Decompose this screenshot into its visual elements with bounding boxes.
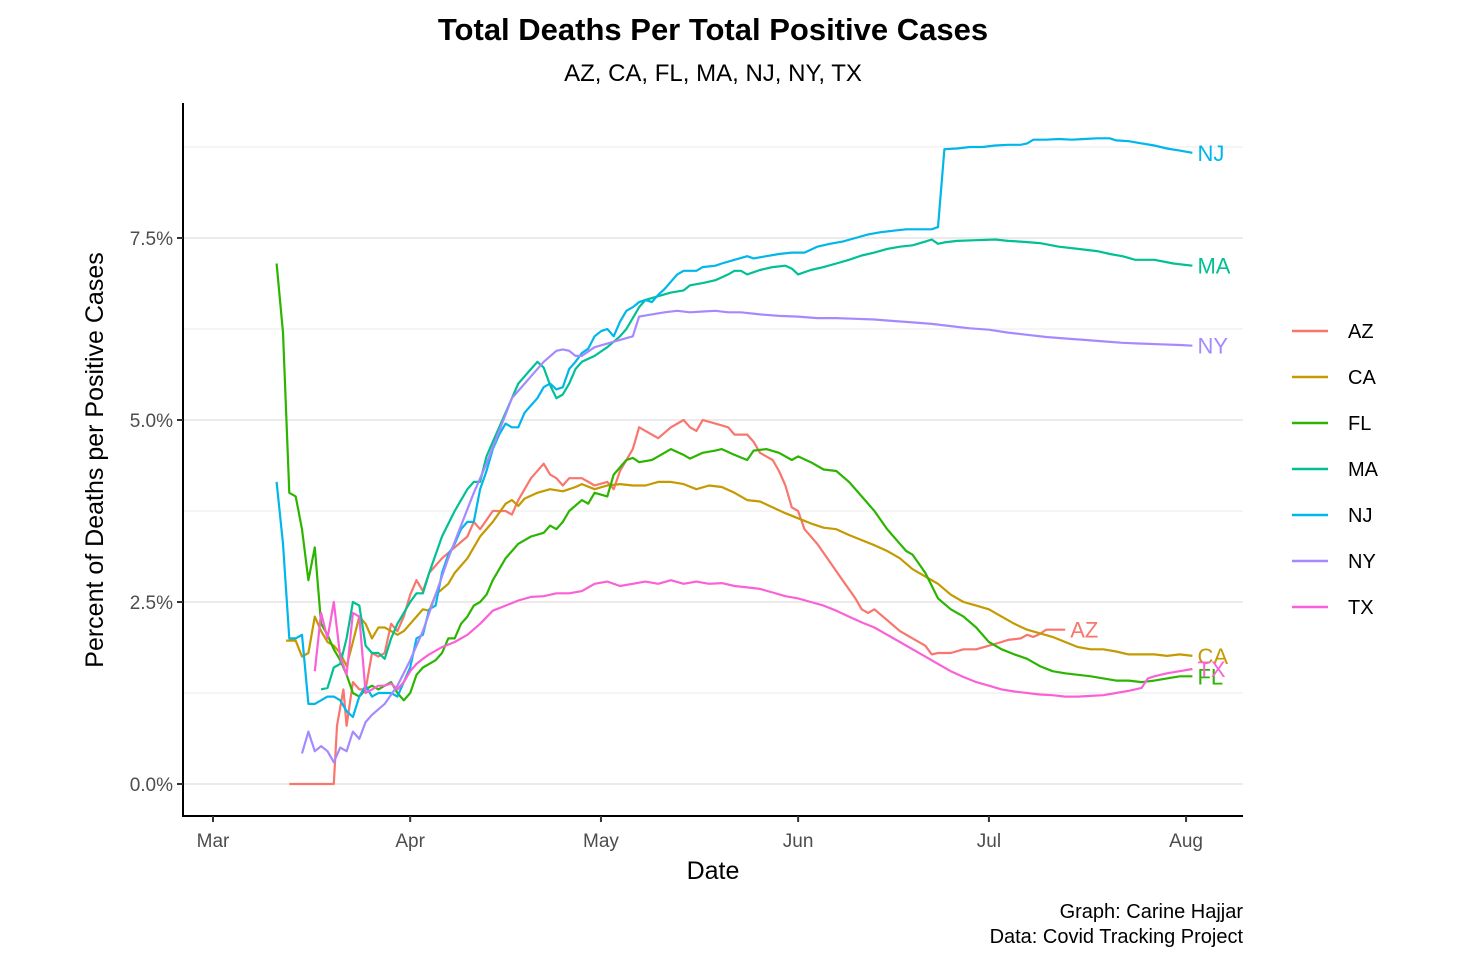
y-tick-label: 5.0%: [130, 411, 173, 432]
y-axis-title: Percent of Deaths per Positive Cases: [81, 252, 109, 667]
legend-label: NJ: [1348, 505, 1372, 527]
end-label-tx: TX: [1197, 657, 1225, 682]
series-line-ca: [286, 480, 1193, 668]
series-line-ny: [300, 309, 1193, 764]
legend-label: TX: [1348, 597, 1374, 619]
x-axis-title: Date: [687, 857, 740, 885]
x-tick-label: Jun: [783, 831, 814, 852]
series-lines: [275, 137, 1193, 786]
legend-item-fl[interactable]: FL: [1292, 413, 1371, 435]
x-tick-label: May: [583, 831, 619, 852]
legend: AZ CA FL MA NJ NY TX: [1292, 321, 1379, 619]
end-label-fl: FL: [1197, 664, 1223, 689]
x-tick-label: Apr: [395, 831, 425, 852]
end-label-ma: MA: [1197, 254, 1230, 279]
caption-line-graph: Graph: Carine Hajjar: [1059, 901, 1243, 923]
legend-item-ma[interactable]: MA: [1292, 459, 1379, 481]
chart-title: Total Deaths Per Total Positive Cases: [437, 12, 989, 47]
legend-item-ny[interactable]: NY: [1292, 551, 1376, 573]
y-tick-label: 7.5%: [130, 229, 173, 250]
series-line-ma: [320, 238, 1193, 691]
end-label-ny: NY: [1197, 334, 1228, 359]
series-line-tx: [313, 579, 1193, 698]
end-label-ca: CA: [1197, 644, 1228, 669]
x-tick-label: Aug: [1169, 831, 1203, 852]
y-tick-label: 2.5%: [130, 593, 173, 614]
legend-item-nj[interactable]: NJ: [1292, 505, 1372, 527]
series-line-az: [289, 418, 1066, 786]
end-label-nj: NJ: [1197, 141, 1224, 166]
legend-label: FL: [1348, 413, 1371, 435]
caption-line-data: Data: Covid Tracking Project: [989, 926, 1243, 948]
series-line-fl: [275, 263, 1193, 702]
grid: [183, 146, 1243, 785]
end-label-az: AZ: [1070, 618, 1098, 643]
x-tick-label: Mar: [197, 831, 230, 852]
x-tick-label: Jul: [977, 831, 1001, 852]
legend-item-az[interactable]: AZ: [1292, 321, 1374, 343]
legend-item-tx[interactable]: TX: [1292, 597, 1374, 619]
legend-label: MA: [1348, 459, 1379, 481]
caption: Graph: Carine Hajjar Data: Covid Trackin…: [990, 900, 1243, 950]
legend-label: AZ: [1348, 321, 1374, 343]
legend-label: NY: [1348, 551, 1376, 573]
legend-label: CA: [1348, 367, 1376, 389]
y-tick-label: 0.0%: [130, 775, 173, 796]
legend-item-ca[interactable]: CA: [1292, 367, 1376, 389]
chart-subtitle: AZ, CA, FL, MA, NJ, NY, TX: [564, 60, 862, 87]
axes: 0.0% 2.5% 5.0% 7.5% Mar Apr May Jun Jul Aug: [130, 103, 1243, 852]
